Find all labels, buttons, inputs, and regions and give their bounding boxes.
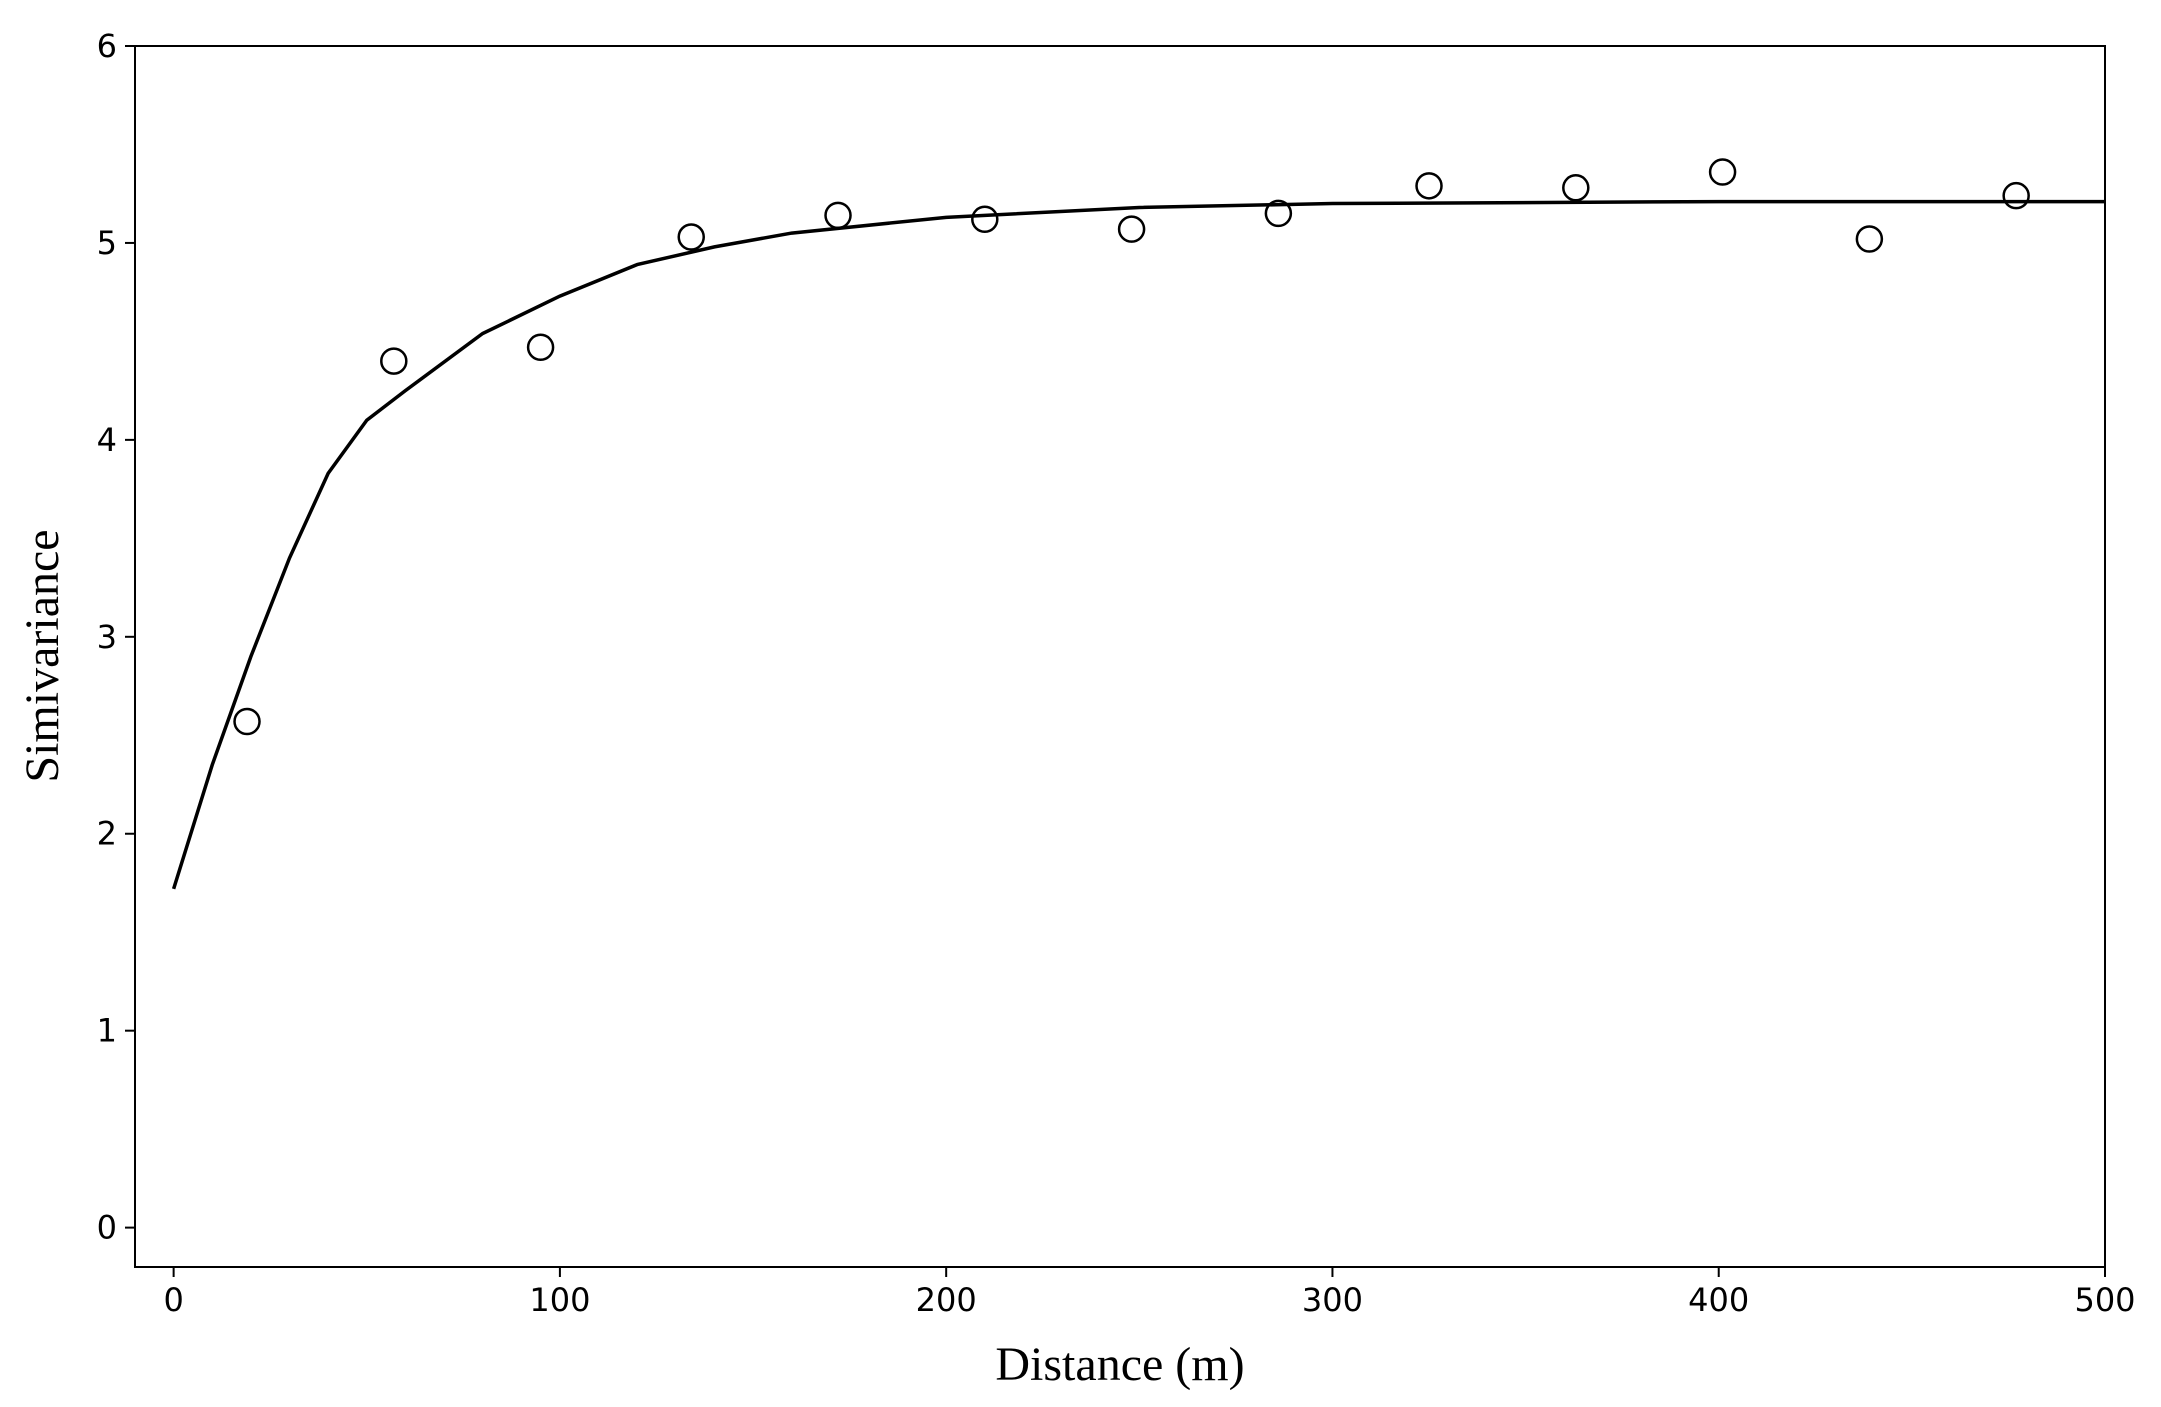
data-point bbox=[677, 223, 705, 251]
x-tick-label: 300 bbox=[1302, 1281, 1363, 1319]
y-tick-label: 3 bbox=[97, 618, 117, 656]
data-point bbox=[526, 333, 555, 362]
x-tick-label: 500 bbox=[2074, 1281, 2135, 1319]
fit-curve bbox=[171, 199, 2105, 890]
data-point bbox=[824, 201, 852, 230]
data-point bbox=[1855, 225, 1884, 253]
data-point bbox=[1415, 172, 1443, 200]
x-tick-label: 400 bbox=[1688, 1281, 1749, 1319]
y-tick-label: 6 bbox=[97, 27, 117, 65]
x-tick-label: 100 bbox=[529, 1281, 590, 1319]
plot-frame bbox=[134, 45, 2106, 1268]
data-point bbox=[1117, 215, 1146, 243]
y-tick-label: 2 bbox=[97, 815, 117, 853]
data-point bbox=[1708, 158, 1737, 186]
y-tick-label: 5 bbox=[97, 224, 117, 262]
data-point bbox=[2002, 181, 2030, 210]
y-tick-label: 4 bbox=[97, 421, 117, 459]
data-point bbox=[233, 707, 261, 736]
x-tick-label: 0 bbox=[163, 1281, 183, 1319]
y-tick-label: 1 bbox=[97, 1012, 117, 1050]
data-point bbox=[380, 347, 408, 375]
data-point bbox=[1562, 174, 1590, 202]
data-point bbox=[1264, 199, 1293, 228]
x-tick-label: 200 bbox=[916, 1281, 977, 1319]
y-tick-label: 0 bbox=[97, 1209, 117, 1247]
data-point bbox=[971, 205, 999, 234]
x-axis-label: Distance (m) bbox=[995, 1338, 1244, 1391]
y-axis-label: Simivariance bbox=[16, 529, 69, 782]
